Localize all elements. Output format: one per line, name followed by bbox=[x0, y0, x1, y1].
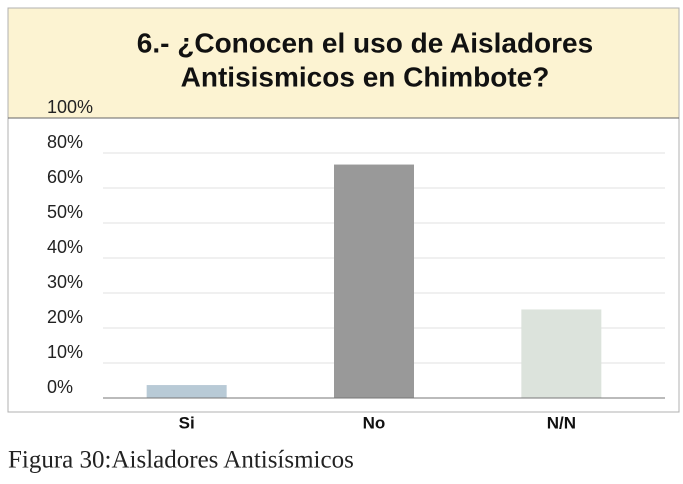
chart-title: 6.- ¿Conocen el uso de Aisladores bbox=[137, 27, 593, 58]
y-tick-label: 100% bbox=[47, 97, 93, 117]
y-tick-label: 60% bbox=[47, 167, 83, 187]
y-tick-label: 50% bbox=[47, 202, 83, 222]
x-tick-label: No bbox=[363, 413, 386, 432]
y-tick-label: 0% bbox=[47, 377, 73, 397]
x-tick-label: Si bbox=[179, 413, 195, 432]
bar bbox=[521, 309, 602, 398]
y-tick-label: 20% bbox=[47, 307, 83, 327]
y-tick-label: 30% bbox=[47, 272, 83, 292]
x-tick-label: N/N bbox=[547, 413, 576, 432]
chart-frame bbox=[7, 7, 680, 413]
title-band bbox=[8, 8, 679, 118]
bar bbox=[334, 164, 414, 398]
y-tick-label: 80% bbox=[47, 132, 83, 152]
bar bbox=[146, 385, 227, 398]
chart-title: Antisismicos en Chimbote? bbox=[181, 61, 550, 92]
y-tick-label: 40% bbox=[47, 237, 83, 257]
figure-caption: Figura 30:Aisladores Antisísmicos bbox=[8, 447, 354, 474]
y-tick-label: 10% bbox=[47, 342, 83, 362]
